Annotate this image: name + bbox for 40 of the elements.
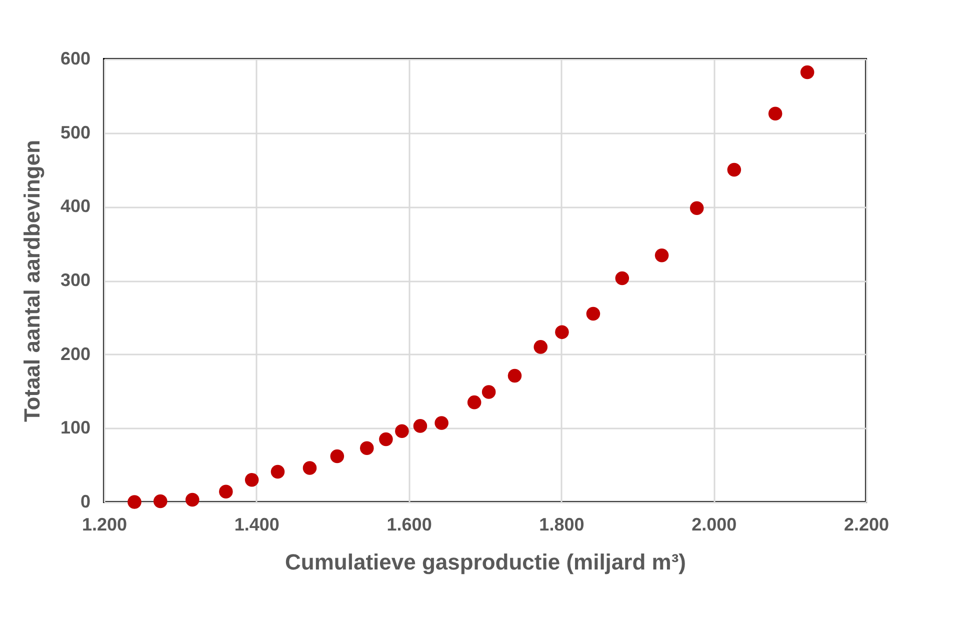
point [379, 432, 393, 446]
y-tick-label: 200 [60, 344, 90, 364]
point [800, 65, 814, 80]
point [360, 441, 374, 455]
point [219, 484, 233, 499]
x-tick-label: 1.400 [234, 514, 280, 534]
x-axis-title: Cumulatieve gasproductie (miljard m³) [285, 550, 686, 574]
point [768, 106, 782, 121]
point [727, 162, 742, 177]
x-tick-label: 1.600 [386, 514, 432, 534]
point [395, 424, 409, 438]
y-tick-label: 100 [60, 418, 90, 438]
point [654, 248, 669, 262]
x-tick-label: 2.200 [844, 514, 890, 534]
point [690, 201, 704, 216]
point [302, 461, 317, 475]
point [482, 385, 496, 399]
x-tick-label: 1.800 [539, 514, 584, 534]
x-tick-label: 2.000 [692, 514, 737, 534]
point [330, 449, 344, 464]
point [434, 416, 448, 430]
point [128, 495, 142, 509]
point [508, 368, 522, 383]
point [467, 395, 482, 410]
point [586, 306, 600, 321]
point [153, 494, 168, 508]
y-tick-label: 300 [60, 270, 90, 290]
point [244, 472, 259, 487]
y-axis-title: Totaal aantal aardbevingen [19, 140, 44, 422]
point [186, 492, 200, 507]
point [555, 325, 569, 340]
y-tick-label: 0 [80, 492, 90, 512]
point [615, 271, 630, 286]
point [534, 340, 548, 354]
y-tick-label: 500 [60, 122, 90, 142]
point [270, 464, 285, 479]
y-tick-label: 400 [60, 196, 90, 216]
y-tick-label: 600 [60, 48, 90, 68]
point [413, 419, 428, 433]
x-tick-label: 1.200 [82, 514, 128, 534]
